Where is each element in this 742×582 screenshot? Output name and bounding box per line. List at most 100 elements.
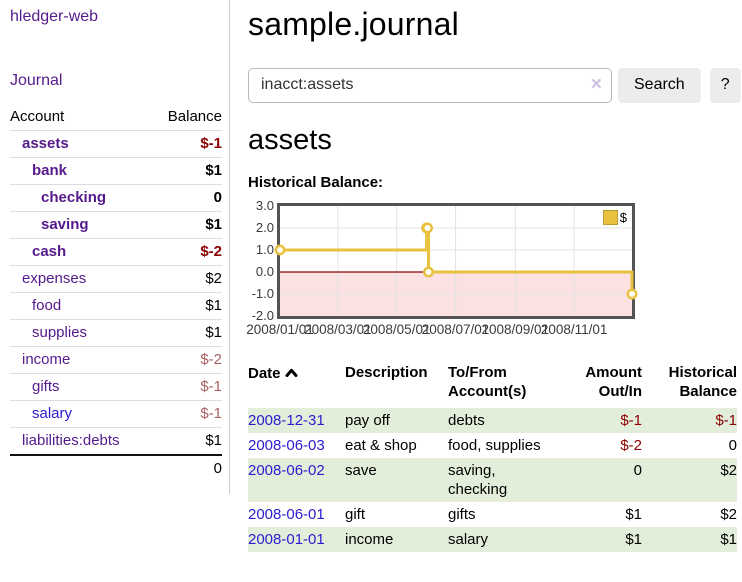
sidebar-account-balance: 0 xyxy=(151,184,222,212)
sidebar-account-link-salary[interactable]: salary xyxy=(32,405,73,422)
sidebar-account-link-liabilities-debts[interactable]: liabilities:debts xyxy=(22,432,120,449)
transaction-description: pay off xyxy=(345,412,390,430)
sidebar-account-link-expenses[interactable]: expenses xyxy=(22,270,87,287)
transaction-balance: 0 xyxy=(728,437,737,455)
search-input[interactable] xyxy=(248,67,612,103)
balance-column-header-register: Historical Balance xyxy=(668,364,737,401)
sidebar-account-link-assets[interactable]: assets xyxy=(22,135,69,152)
account-tree-body: assets $-1 bank $1 checking 0 saving $1 cash $-2 e… xyxy=(10,130,222,455)
transaction-amount: $1 xyxy=(625,531,642,549)
y-axis-tick-label: 2.0 xyxy=(255,220,274,236)
y-axis-tick-label: 1.0 xyxy=(255,242,274,258)
app-title-link[interactable]: hledger-web xyxy=(10,8,99,25)
sidebar-account-balance: $-1 xyxy=(151,400,222,428)
date-column-header: Date xyxy=(248,363,345,408)
transaction-amount: $-1 xyxy=(620,412,642,430)
account-heading: assets xyxy=(248,123,332,156)
sidebar-account-balance: $-1 xyxy=(151,373,222,401)
y-axis-tick-label: -2.0 xyxy=(251,308,274,324)
transaction-date-link[interactable]: 2008-06-02 xyxy=(248,462,325,480)
transaction-description: eat & shop xyxy=(345,437,417,455)
x-axis-tick-label: 2008/07/01 xyxy=(421,322,490,338)
account-total-balance: 0 xyxy=(151,454,222,482)
register-row: 2008-06-02 save saving, checking 0 $2 xyxy=(248,458,737,503)
account-row: liabilities:debts $1 xyxy=(10,427,222,455)
sidebar-account-balance: $2 xyxy=(151,265,222,293)
legend-swatch-icon xyxy=(602,210,618,226)
transaction-description: gift xyxy=(345,506,366,524)
x-axis-tick-label: 2008/03/01 xyxy=(304,322,372,338)
transaction-description: save xyxy=(345,462,377,480)
register-row: 2008-06-03 eat & shop food, supplies $-2 0 xyxy=(248,433,737,458)
transaction-description: income xyxy=(345,531,394,549)
account-row: salary $-1 xyxy=(10,400,222,428)
account-row: income $-2 xyxy=(10,346,222,374)
chart-plot-area: $ xyxy=(274,203,638,320)
transaction-amount: $-2 xyxy=(620,437,642,455)
account-tree-header-row: Account Balance xyxy=(10,104,222,131)
sort-ascending-icon xyxy=(285,363,298,382)
balance-column-header: Balance xyxy=(167,108,222,125)
sidebar-account-link-food[interactable]: food xyxy=(32,297,62,314)
sidebar-account-balance: $1 xyxy=(151,292,222,320)
transaction-date-link[interactable]: 2008-01-01 xyxy=(248,531,325,549)
register-row: 2008-12-31 pay off debts $-1 $-1 xyxy=(248,408,737,434)
transaction-amount: 0 xyxy=(633,462,642,480)
account-row: checking 0 xyxy=(10,184,222,212)
transaction-accounts: food, supplies xyxy=(448,437,541,455)
x-axis-tick-label: 2008/11/01 xyxy=(540,322,608,338)
chart-legend: $ xyxy=(602,210,627,226)
account-total-row: 0 xyxy=(10,454,222,482)
register-table: Date Description To/From Account(s) Amou… xyxy=(248,363,737,553)
account-row: expenses $2 xyxy=(10,265,222,293)
help-button[interactable]: ? xyxy=(709,67,741,103)
account-row: saving $1 xyxy=(10,211,222,239)
transaction-accounts: salary xyxy=(448,531,489,549)
sidebar-account-link-cash[interactable]: cash xyxy=(32,243,67,260)
account-row: assets $-1 xyxy=(10,130,222,158)
accounts-column-header: To/From Account(s) xyxy=(448,364,527,401)
transaction-accounts: saving, checking xyxy=(448,462,508,499)
historical-balance-chart: $ 3.0 2.0 1.0 0.0 -1.0 -2.0 2008/01/01 2008/03/… xyxy=(246,195,742,345)
legend-label: $ xyxy=(619,210,627,226)
transaction-date-link[interactable]: 2008-06-03 xyxy=(248,437,325,455)
transaction-balance: $2 xyxy=(720,462,737,480)
register-header-row: Date Description To/From Account(s) Amou… xyxy=(248,363,737,408)
sidebar-account-balance: $-2 xyxy=(151,346,222,374)
account-tree-table: Account Balance assets $-1 bank $1 checking 0… xyxy=(10,104,222,482)
y-axis-tick-label: 3.0 xyxy=(255,198,274,214)
sidebar-account-link-saving[interactable]: saving xyxy=(41,216,89,233)
amount-column-header: Amount Out/In xyxy=(585,364,642,401)
account-column-header: Account xyxy=(10,108,65,125)
transaction-accounts: debts xyxy=(448,412,485,430)
x-axis-tick-label: 2008/09/01 xyxy=(481,322,550,338)
clear-search-icon[interactable]: × xyxy=(590,73,602,95)
account-row: bank $1 xyxy=(10,157,222,185)
register-row: 2008-01-01 income salary $1 $1 xyxy=(248,527,737,553)
search-button[interactable]: Search xyxy=(618,67,701,103)
sidebar-account-balance: $-1 xyxy=(151,130,222,158)
sidebar-account-link-income[interactable]: income xyxy=(22,351,71,368)
sidebar-account-link-supplies[interactable]: supplies xyxy=(32,324,88,341)
y-axis-tick-label: -1.0 xyxy=(251,286,274,302)
register-table-body: 2008-12-31 pay off debts $-1 $-1 2008-06-03 ea… xyxy=(248,408,737,553)
transaction-balance: $2 xyxy=(720,506,737,524)
transaction-date-link[interactable]: 2008-12-31 xyxy=(248,412,325,430)
sidebar-account-balance: $-2 xyxy=(151,238,222,266)
account-row: supplies $1 xyxy=(10,319,222,347)
transaction-balance: $1 xyxy=(720,531,737,549)
sidebar: hledger-web Journal Account Balance asse… xyxy=(0,0,230,494)
sidebar-account-balance: $1 xyxy=(151,211,222,239)
sidebar-account-link-checking[interactable]: checking xyxy=(41,189,107,206)
x-axis-tick-label: 2008/01/01 xyxy=(246,322,314,338)
transaction-balance: $-1 xyxy=(715,412,737,430)
transaction-date-link[interactable]: 2008-06-01 xyxy=(248,506,325,524)
sidebar-account-link-gifts[interactable]: gifts xyxy=(32,378,60,395)
sidebar-account-balance: $1 xyxy=(151,319,222,347)
sidebar-item-journal[interactable]: Journal xyxy=(10,72,63,89)
register-row: 2008-06-01 gift gifts $1 $2 xyxy=(248,502,737,527)
y-axis-tick-label: 0.0 xyxy=(255,264,274,280)
sidebar-account-link-bank[interactable]: bank xyxy=(32,162,68,179)
sidebar-account-balance: $1 xyxy=(151,157,222,185)
chart-title: Historical Balance: xyxy=(248,174,384,192)
